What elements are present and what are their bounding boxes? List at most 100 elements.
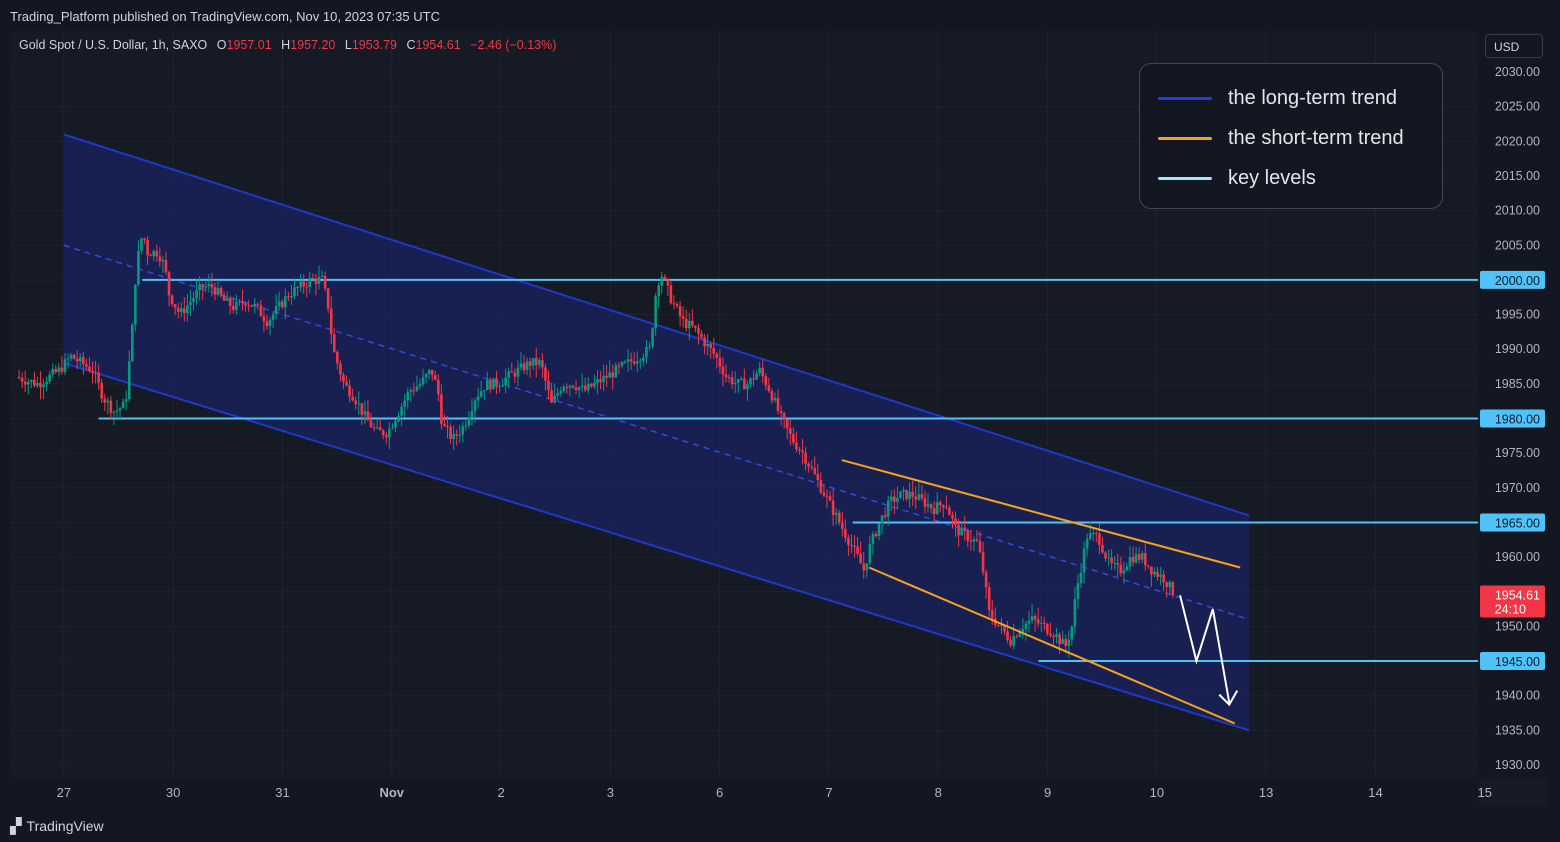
candle-body	[302, 281, 305, 287]
y-tick-label: 1950.00	[1495, 619, 1540, 633]
candle-body	[461, 426, 465, 435]
candle-body	[1156, 571, 1159, 577]
candle-body	[265, 321, 269, 327]
candle-body	[225, 297, 229, 301]
key-level-price-tag	[1480, 270, 1545, 289]
y-tick-label: 1985.00	[1495, 377, 1540, 391]
low-value: 1953.79	[351, 38, 398, 52]
candle-body	[91, 370, 94, 373]
candle-body	[889, 496, 893, 501]
candle-body	[296, 287, 299, 289]
candle-body	[678, 306, 682, 317]
candle-body	[1049, 633, 1052, 636]
x-tick-label: 30	[166, 785, 180, 800]
candle-body	[583, 385, 587, 391]
candle-body	[329, 308, 333, 335]
candle-body	[1042, 622, 1046, 625]
candle-body	[219, 288, 223, 296]
candle-body	[486, 379, 489, 391]
candle-body	[256, 303, 260, 305]
candle-body	[443, 423, 446, 426]
candle-body	[565, 386, 569, 388]
candle-body	[632, 361, 636, 364]
key-level-price-tag-text: 1965.00	[1495, 516, 1540, 530]
candle-body	[749, 378, 752, 385]
high-value: 1957.20	[290, 38, 336, 52]
candle-body	[305, 286, 309, 288]
candle-body	[1033, 616, 1037, 620]
current-price-value: 1954.61	[1495, 588, 1540, 602]
candle-body	[195, 290, 198, 299]
candle-body	[57, 367, 61, 372]
candle-body	[767, 385, 771, 391]
candle-body	[596, 379, 599, 383]
candle-body	[253, 303, 257, 307]
time-axis-bg	[10, 778, 1478, 806]
projection-arrowhead	[1218, 690, 1239, 707]
candle-body	[905, 489, 908, 500]
candle-body	[1021, 629, 1025, 633]
candle-body	[33, 380, 36, 386]
candle-body	[247, 305, 250, 307]
y-tick-label: 1935.00	[1495, 723, 1540, 737]
candle-body	[721, 366, 725, 375]
candle-body	[997, 624, 1000, 626]
candle-body	[1134, 554, 1138, 563]
candle-body	[801, 450, 804, 453]
y-tick-label: 2030.00	[1495, 65, 1540, 79]
candle-body	[1128, 556, 1132, 567]
candle-body	[284, 296, 287, 308]
candle-body	[394, 421, 397, 428]
candle-body	[1171, 581, 1175, 596]
candle-body	[143, 238, 146, 240]
candle-body	[170, 295, 174, 305]
candle-body	[1116, 562, 1120, 565]
candle-body	[94, 372, 97, 374]
candle-body	[1036, 619, 1040, 624]
y-tick-label: 1990.00	[1495, 342, 1540, 356]
candle-body	[339, 363, 342, 375]
channel-mid-line	[63, 244, 1250, 621]
candle-body	[473, 400, 477, 411]
candle-body	[427, 369, 431, 375]
candle-body	[813, 468, 817, 475]
candle-body	[571, 385, 575, 388]
x-tick-label: 13	[1259, 785, 1273, 800]
candle-body	[804, 452, 807, 464]
candle-body	[290, 296, 293, 298]
y-tick-label: 1930.00	[1495, 758, 1540, 772]
candle-body	[140, 238, 143, 251]
candle-body	[345, 381, 348, 386]
candle-body	[880, 515, 884, 524]
candle-body	[1098, 533, 1101, 545]
candle-body	[507, 371, 511, 378]
candle-body	[709, 343, 713, 348]
candle-body	[204, 286, 208, 288]
candle-body	[97, 372, 100, 383]
candle-body	[1012, 636, 1015, 646]
high-label: H	[281, 38, 291, 52]
candle-body	[917, 494, 921, 500]
candle-body	[580, 385, 584, 388]
candle-body	[75, 358, 79, 362]
key-level-price-tag-text: 1980.00	[1495, 413, 1540, 427]
candle-body	[926, 504, 930, 507]
candle-body	[577, 387, 581, 391]
candle-body	[807, 463, 810, 467]
candle-body	[528, 361, 532, 366]
footer-branding[interactable]: ▞ TradingView	[10, 817, 104, 835]
candle-body	[816, 474, 820, 480]
candle-body	[1091, 532, 1095, 534]
candle-body	[562, 386, 566, 392]
candle-body	[403, 400, 406, 407]
candle-body	[238, 300, 241, 302]
currency-button[interactable]: USD	[1485, 34, 1543, 58]
x-tick-label: 14	[1368, 785, 1382, 800]
candle-body	[409, 390, 413, 393]
candle-body	[268, 319, 272, 327]
candle-body	[222, 295, 226, 301]
candle-body	[20, 377, 24, 382]
candle-body	[935, 502, 939, 515]
candle-body	[130, 324, 134, 362]
